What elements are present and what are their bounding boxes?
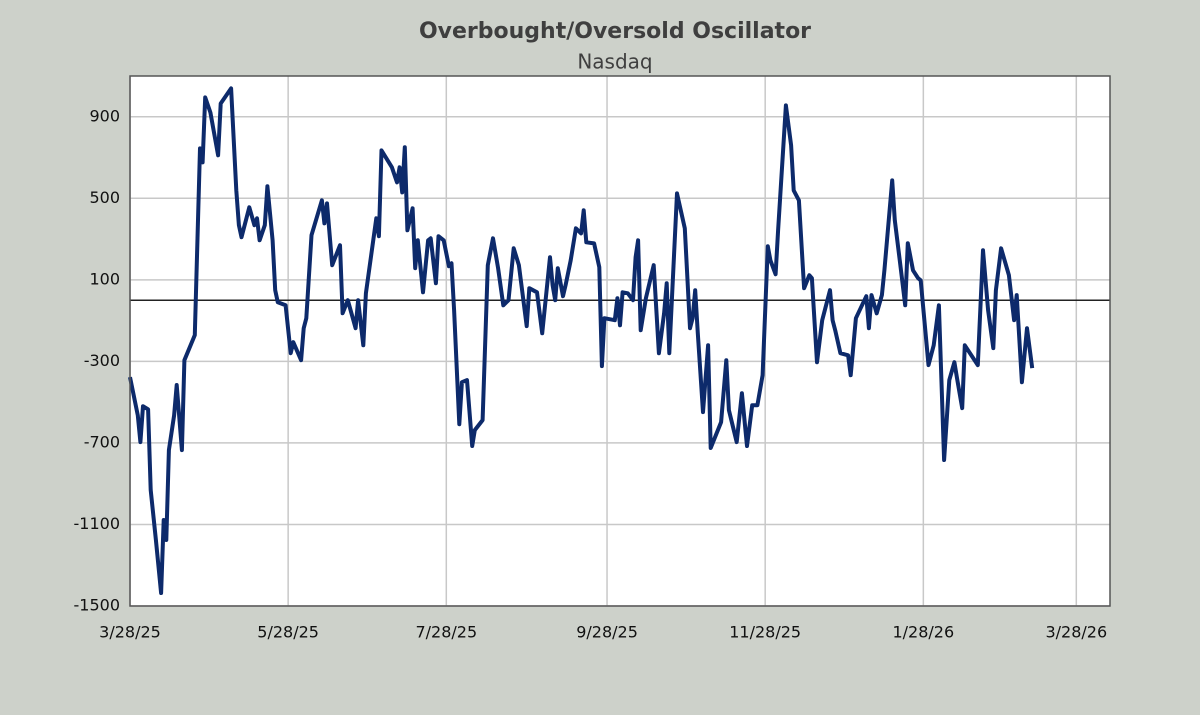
marks: [128, 86, 1110, 595]
y-tick-label: -700: [84, 432, 120, 451]
x-tick-label: 9/28/25: [576, 623, 638, 642]
plot-area: [130, 76, 1110, 606]
y-tick-label: 500: [89, 188, 120, 207]
x-tick-label: 3/28/26: [1045, 623, 1107, 642]
x-tick-label: 3/28/25: [99, 623, 161, 642]
y-tick-label: -1500: [74, 596, 121, 615]
y-tick-label: -300: [84, 351, 120, 370]
x-tick-label: 1/28/26: [892, 623, 954, 642]
plot-frame: [129, 75, 1111, 607]
line-series: [128, 86, 1035, 595]
y-tick-label: 900: [89, 106, 120, 125]
x-tick-label: 7/28/25: [415, 623, 477, 642]
x-tick-label: 11/28/25: [729, 623, 801, 642]
chart-title: Overbought/Oversold Oscillator: [419, 19, 811, 44]
y-tick-label: 100: [89, 269, 120, 288]
chart-subtitle: Nasdaq: [577, 50, 652, 74]
x-tick-label: 5/28/25: [257, 623, 319, 642]
y-tick-label: -1100: [74, 514, 121, 533]
